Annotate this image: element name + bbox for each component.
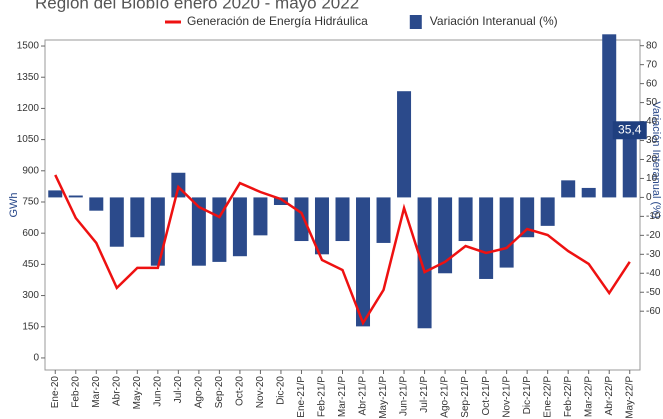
x-tick-label: Oct-21/P: [481, 376, 492, 416]
y-tick-label: 150: [22, 321, 39, 332]
bar: [479, 197, 494, 279]
legend-label: Variación Interanual (%): [430, 14, 558, 28]
x-tick-label: Sep-20: [214, 376, 225, 409]
bar: [109, 197, 124, 247]
x-tick-label: Feb-22/P: [563, 376, 574, 417]
value-label-bg: [612, 121, 647, 140]
legend-swatch: [409, 15, 422, 29]
x-tick-label: Dic-20: [276, 376, 287, 405]
x-tick-label: Abr-22/P: [604, 376, 615, 416]
bar: [68, 195, 83, 198]
bar: [314, 197, 329, 255]
y2-tick-label: -60: [646, 306, 661, 317]
y-tick-label: 450: [22, 259, 39, 270]
bar: [294, 197, 309, 242]
y2-tick-label: -10: [646, 211, 661, 222]
y-tick-label: 1050: [17, 134, 40, 145]
y2-tick-label: -50: [646, 287, 661, 298]
bar: [376, 197, 391, 243]
bar: [561, 180, 576, 198]
y-tick-label: 1500: [17, 41, 40, 52]
bar: [48, 190, 63, 198]
y2-tick-label: 60: [646, 78, 658, 89]
y-tick-label: 0: [33, 353, 39, 364]
x-tick-label: Ago-20: [194, 376, 205, 409]
bar: [335, 197, 350, 242]
x-tick-label: Feb-21/P: [317, 376, 328, 417]
bar: [520, 197, 535, 238]
x-tick-label: May-22/P: [624, 376, 635, 419]
x-tick-label: Dic-21/P: [522, 376, 533, 415]
y2-tick-label: -20: [646, 230, 661, 241]
bar: [581, 187, 596, 198]
x-tick-label: Feb-20: [70, 376, 81, 408]
x-tick-label: Ene-22/P: [542, 376, 553, 418]
y2-tick-label: -40: [646, 268, 661, 279]
y2-tick-label: 80: [646, 40, 658, 51]
x-tick-label: Oct-20: [235, 376, 246, 406]
y2-tick-label: 30: [646, 135, 658, 146]
x-tick-label: Ago-21/P: [440, 376, 451, 418]
x-tick-label: Nov-20: [255, 376, 266, 409]
y2-tick-label: 20: [646, 154, 658, 165]
y-tick-label: 600: [22, 228, 39, 239]
x-tick-label: Mar-21/P: [337, 376, 348, 417]
x-tick-label: Ene-20: [50, 376, 61, 409]
x-tick-label: Abr-20: [111, 376, 122, 406]
y2-tick-label: 40: [646, 116, 658, 127]
x-tick-label: May-20: [132, 376, 143, 410]
y-tick-label: 300: [22, 290, 39, 301]
bar: [191, 197, 206, 266]
legend-label: Generación de Energía Hidráulica: [187, 14, 368, 28]
chart-title: Región del Biobío enero 2020 - mayo 2022: [35, 0, 359, 12]
bar: [458, 197, 473, 242]
x-tick-label: Jul-20: [173, 376, 184, 404]
bar: [130, 197, 145, 238]
y-tick-label: 900: [22, 165, 39, 176]
bar: [499, 197, 514, 268]
bar: [273, 197, 288, 205]
bar: [540, 197, 555, 226]
x-tick-label: Abr-21/P: [358, 376, 369, 416]
x-tick-label: Ene-21/P: [296, 376, 307, 418]
value-label: 35,4: [618, 122, 642, 136]
x-tick-label: Jul-21/P: [419, 376, 430, 413]
x-tick-label: Sep-21/P: [460, 376, 471, 418]
bar: [89, 197, 104, 211]
bar: [356, 197, 371, 327]
bar: [602, 34, 617, 198]
y-tick-label: 750: [22, 197, 39, 208]
y-axis-label: GWh: [8, 192, 20, 217]
x-tick-label: May-21/P: [378, 376, 389, 419]
line: [54, 174, 631, 326]
x-tick-label: Jun-20: [152, 376, 163, 407]
y2-tick-label: 0: [646, 192, 652, 203]
bar: [232, 197, 247, 257]
x-tick-label: Jun-21/P: [399, 376, 410, 416]
x-tick-label: Mar-20: [91, 376, 102, 408]
y2-axis-label: Variación Interanual (%): [650, 101, 662, 218]
x-tick-label: Nov-21/P: [501, 376, 512, 418]
y2-tick-label: 10: [646, 173, 658, 184]
x-tick-label: Mar-22/P: [583, 376, 594, 417]
bar: [417, 197, 432, 329]
bar: [397, 91, 412, 198]
bar: [171, 172, 186, 198]
bar: [438, 197, 453, 274]
y2-tick-label: 50: [646, 97, 658, 108]
y2-tick-label: -30: [646, 249, 661, 260]
y2-tick-label: 70: [646, 59, 658, 70]
bar: [622, 130, 637, 198]
bar: [253, 197, 268, 236]
bar: [150, 197, 165, 266]
y-tick-label: 1200: [17, 103, 40, 114]
y-tick-label: 1350: [17, 72, 40, 83]
